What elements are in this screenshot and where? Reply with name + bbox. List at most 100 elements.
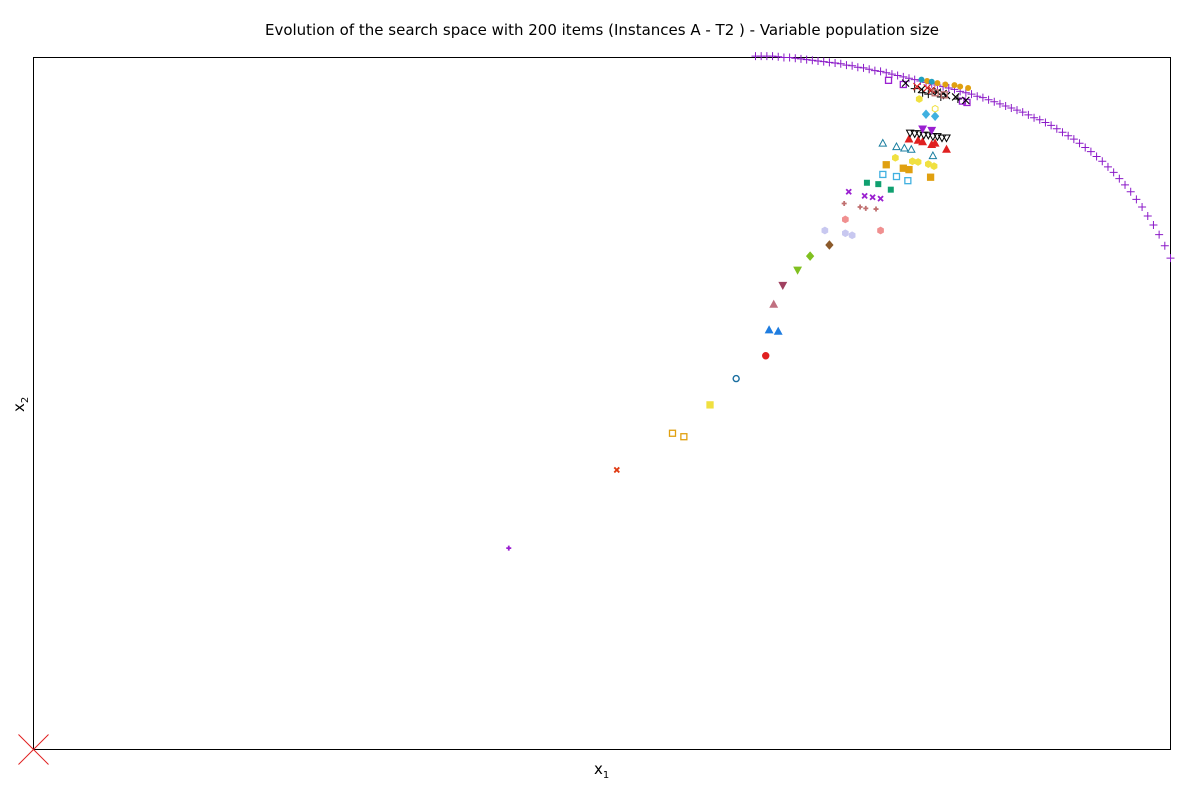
pareto-front-point	[802, 55, 811, 64]
pareto-front-point	[1121, 180, 1130, 189]
series-16-point	[863, 179, 870, 186]
pareto-front-point	[904, 74, 913, 83]
pareto-front-point	[848, 61, 857, 70]
series-20-point	[892, 141, 901, 151]
series-12-point	[848, 231, 856, 240]
series-30-point	[901, 79, 910, 87]
pareto-front-point	[1115, 174, 1124, 183]
series-13-point	[842, 215, 849, 224]
series-19-point	[892, 153, 899, 162]
series-22-point	[905, 129, 915, 138]
pareto-front-point	[1018, 108, 1027, 117]
pareto-front-point	[870, 66, 879, 75]
series-22-point	[928, 133, 938, 142]
series-21-point	[913, 135, 923, 144]
series-4-point	[732, 374, 740, 383]
series-22-point	[942, 134, 951, 143]
series-27-point	[957, 83, 964, 90]
series-6-point	[773, 326, 783, 335]
pareto-front-point	[831, 59, 840, 68]
series-11-point	[825, 240, 834, 250]
series-29-point	[884, 76, 893, 84]
pareto-front-point	[961, 88, 970, 97]
x-axis-label-base: x	[594, 760, 603, 778]
series-7-point	[769, 299, 779, 308]
pareto-front-point	[825, 58, 834, 67]
origin-marker	[18, 734, 49, 765]
series-27-point	[942, 81, 949, 88]
series-17-point	[904, 177, 912, 185]
series-23-point	[918, 125, 928, 134]
series-19-point	[925, 160, 932, 168]
pareto-front-point	[768, 52, 777, 61]
series-22-point	[910, 130, 920, 139]
series-15-point	[845, 188, 852, 195]
pareto-front-point	[842, 61, 851, 70]
series-6-point	[764, 325, 774, 334]
series-27-point	[965, 84, 972, 91]
series-15-point	[861, 192, 868, 200]
pareto-front-point	[990, 97, 999, 106]
series-8-point	[778, 281, 788, 291]
pareto-front-point	[1007, 104, 1016, 113]
pareto-front-point	[899, 72, 908, 81]
pareto-front-point	[796, 54, 805, 63]
pareto-front-point	[853, 63, 862, 72]
pareto-front-point	[1092, 152, 1101, 161]
series-33-point	[931, 89, 939, 97]
pareto-front-point	[1030, 113, 1039, 122]
series-31-point	[953, 95, 962, 104]
series-14-point	[841, 201, 847, 207]
pareto-front-point	[1069, 135, 1078, 144]
series-10-point	[805, 251, 815, 261]
pareto-front-point	[1126, 187, 1135, 196]
series-19-point	[909, 157, 916, 166]
series-19-point	[930, 162, 938, 170]
series-14-point	[857, 204, 863, 210]
pareto-front-point	[774, 52, 783, 61]
pareto-front-point	[1132, 195, 1141, 204]
series-24-point	[921, 109, 931, 119]
series-31-point	[918, 88, 927, 97]
pareto-front-point	[1098, 157, 1107, 166]
series-0-point	[506, 545, 512, 551]
series-31-point	[924, 90, 933, 99]
series-27-point	[951, 82, 958, 89]
series-17-point	[892, 172, 901, 181]
pareto-front-point	[1155, 230, 1164, 239]
pareto-front-point	[791, 54, 800, 63]
series-13-point	[877, 226, 884, 235]
pareto-front-point	[1103, 162, 1112, 171]
pareto-front-point	[1041, 118, 1050, 127]
series-17-point	[879, 170, 887, 179]
series-23-point	[927, 126, 937, 136]
series-32-point	[913, 82, 921, 91]
series-30-point	[917, 85, 926, 94]
series-21-point	[930, 138, 940, 147]
x-axis-label: x1	[594, 760, 609, 781]
series-21-point	[904, 134, 914, 143]
series-26-point	[915, 95, 923, 103]
series-2-point	[680, 433, 688, 441]
pareto-front-point	[808, 56, 817, 65]
series-14-point	[873, 206, 879, 212]
pareto-front-point	[1013, 106, 1022, 115]
pareto-front-point	[836, 59, 845, 68]
pareto-front-point	[967, 90, 976, 99]
series-3-point	[706, 401, 714, 409]
series-20-point	[906, 144, 916, 153]
pareto-front-point	[910, 75, 919, 84]
pareto-front-point	[819, 57, 828, 66]
plot-area	[33, 57, 1171, 750]
pareto-front-point	[1047, 121, 1056, 130]
series-33-point	[940, 91, 948, 99]
pareto-front-point	[1058, 128, 1067, 137]
pareto-front-point	[859, 63, 868, 72]
series-18-point	[926, 173, 935, 181]
pareto-front-point	[1052, 124, 1061, 133]
pareto-front-point	[984, 95, 993, 104]
pareto-front-point	[1024, 110, 1033, 119]
pareto-front-point	[1035, 115, 1044, 124]
series-22-point	[919, 131, 929, 140]
series-24-point	[930, 111, 940, 122]
